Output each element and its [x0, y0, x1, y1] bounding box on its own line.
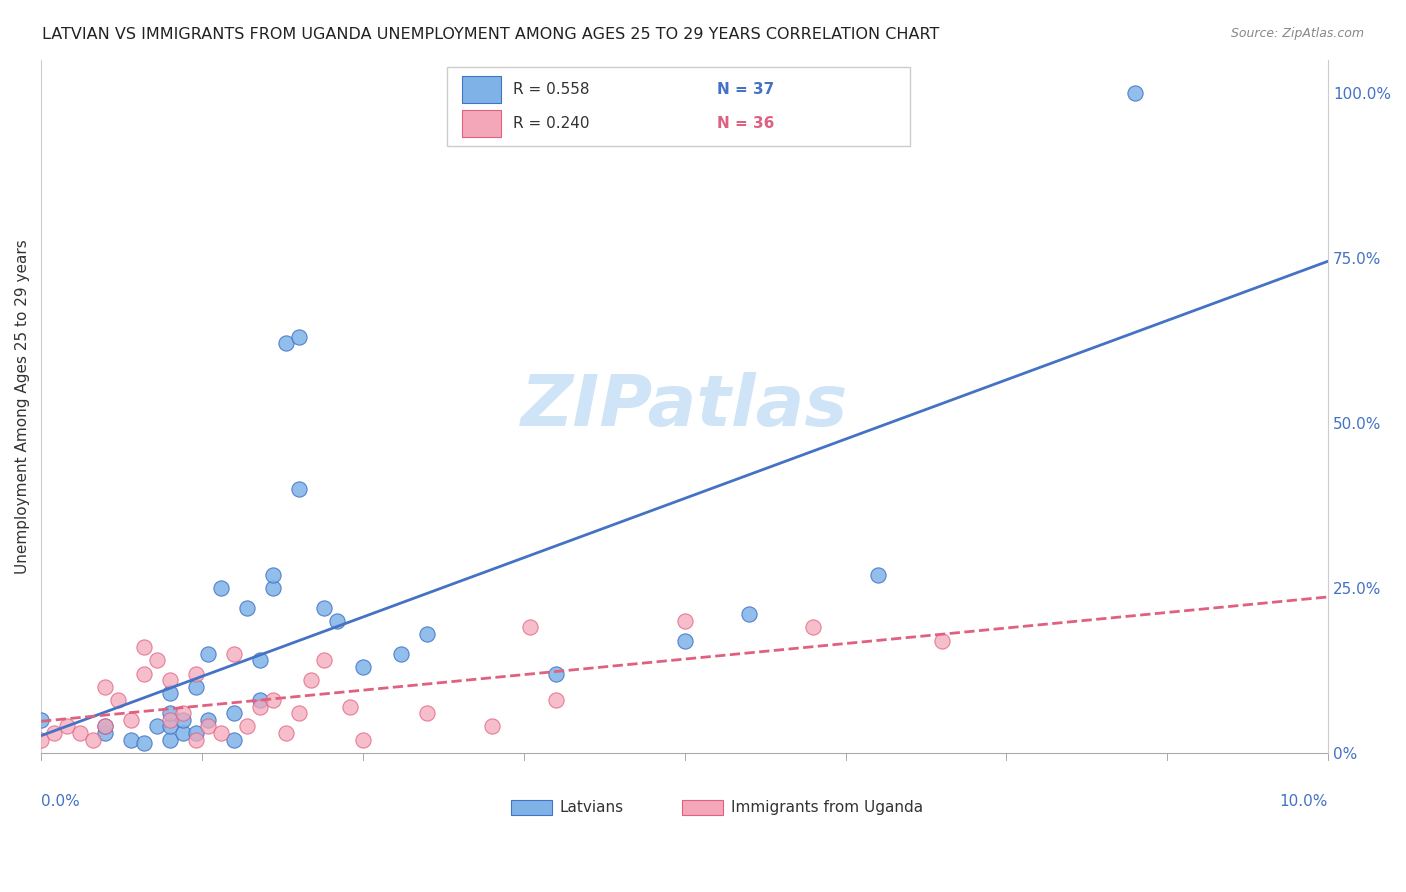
Point: [738, 607, 761, 621]
Text: N = 37: N = 37: [717, 82, 775, 97]
Point: [209, 581, 232, 595]
Point: [249, 693, 271, 707]
FancyBboxPatch shape: [447, 67, 910, 146]
Point: [287, 330, 309, 344]
Point: [197, 719, 219, 733]
Text: LATVIAN VS IMMIGRANTS FROM UGANDA UNEMPLOYMENT AMONG AGES 25 TO 29 YEARS CORRELA: LATVIAN VS IMMIGRANTS FROM UGANDA UNEMPL…: [42, 27, 939, 42]
Point: [224, 706, 246, 720]
FancyBboxPatch shape: [510, 800, 553, 815]
Text: Source: ZipAtlas.com: Source: ZipAtlas.com: [1230, 27, 1364, 40]
Point: [673, 633, 696, 648]
Text: R = 0.558: R = 0.558: [513, 82, 591, 97]
Point: [82, 732, 104, 747]
Point: [224, 647, 246, 661]
Point: [94, 726, 117, 740]
Point: [236, 719, 259, 733]
Text: N = 36: N = 36: [717, 116, 775, 131]
Point: [339, 699, 361, 714]
Point: [184, 666, 207, 681]
Point: [146, 719, 169, 733]
Point: [30, 732, 52, 747]
Point: [94, 719, 117, 733]
Point: [184, 680, 207, 694]
Point: [249, 653, 271, 667]
Text: Immigrants from Uganda: Immigrants from Uganda: [731, 800, 924, 815]
Point: [801, 620, 824, 634]
Point: [274, 336, 297, 351]
Point: [866, 567, 889, 582]
FancyBboxPatch shape: [682, 800, 723, 815]
Point: [172, 713, 194, 727]
Point: [274, 726, 297, 740]
Point: [673, 614, 696, 628]
Point: [544, 693, 567, 707]
Point: [352, 732, 374, 747]
Point: [132, 640, 155, 654]
Point: [69, 726, 91, 740]
Point: [352, 660, 374, 674]
Y-axis label: Unemployment Among Ages 25 to 29 years: Unemployment Among Ages 25 to 29 years: [15, 239, 30, 574]
Point: [326, 614, 349, 628]
Point: [159, 719, 181, 733]
Point: [519, 620, 541, 634]
Point: [314, 653, 336, 667]
Point: [197, 647, 219, 661]
Point: [262, 567, 284, 582]
Point: [544, 666, 567, 681]
Point: [236, 600, 259, 615]
Point: [159, 732, 181, 747]
Point: [299, 673, 322, 687]
Point: [416, 706, 439, 720]
Point: [1123, 86, 1146, 100]
Point: [120, 713, 142, 727]
Point: [224, 732, 246, 747]
Text: 10.0%: 10.0%: [1279, 795, 1329, 809]
Text: 0.0%: 0.0%: [41, 795, 80, 809]
Point: [197, 713, 219, 727]
Point: [159, 713, 181, 727]
Text: R = 0.240: R = 0.240: [513, 116, 591, 131]
Text: Latvians: Latvians: [560, 800, 624, 815]
Point: [132, 666, 155, 681]
Point: [159, 706, 181, 720]
Point: [30, 713, 52, 727]
Point: [314, 600, 336, 615]
Point: [481, 719, 503, 733]
Point: [146, 653, 169, 667]
Point: [94, 680, 117, 694]
Point: [120, 732, 142, 747]
FancyBboxPatch shape: [463, 76, 501, 103]
Point: [159, 686, 181, 700]
Point: [94, 719, 117, 733]
Point: [391, 647, 413, 661]
Point: [209, 726, 232, 740]
Point: [172, 726, 194, 740]
Point: [262, 693, 284, 707]
Point: [249, 699, 271, 714]
Point: [287, 482, 309, 496]
Point: [159, 673, 181, 687]
Point: [931, 633, 953, 648]
Point: [172, 706, 194, 720]
Point: [107, 693, 129, 707]
Point: [416, 627, 439, 641]
Point: [184, 732, 207, 747]
Text: ZIPatlas: ZIPatlas: [522, 372, 848, 441]
Point: [132, 736, 155, 750]
Point: [42, 726, 65, 740]
Point: [56, 719, 79, 733]
Point: [287, 706, 309, 720]
Point: [184, 726, 207, 740]
Point: [262, 581, 284, 595]
FancyBboxPatch shape: [463, 111, 501, 136]
